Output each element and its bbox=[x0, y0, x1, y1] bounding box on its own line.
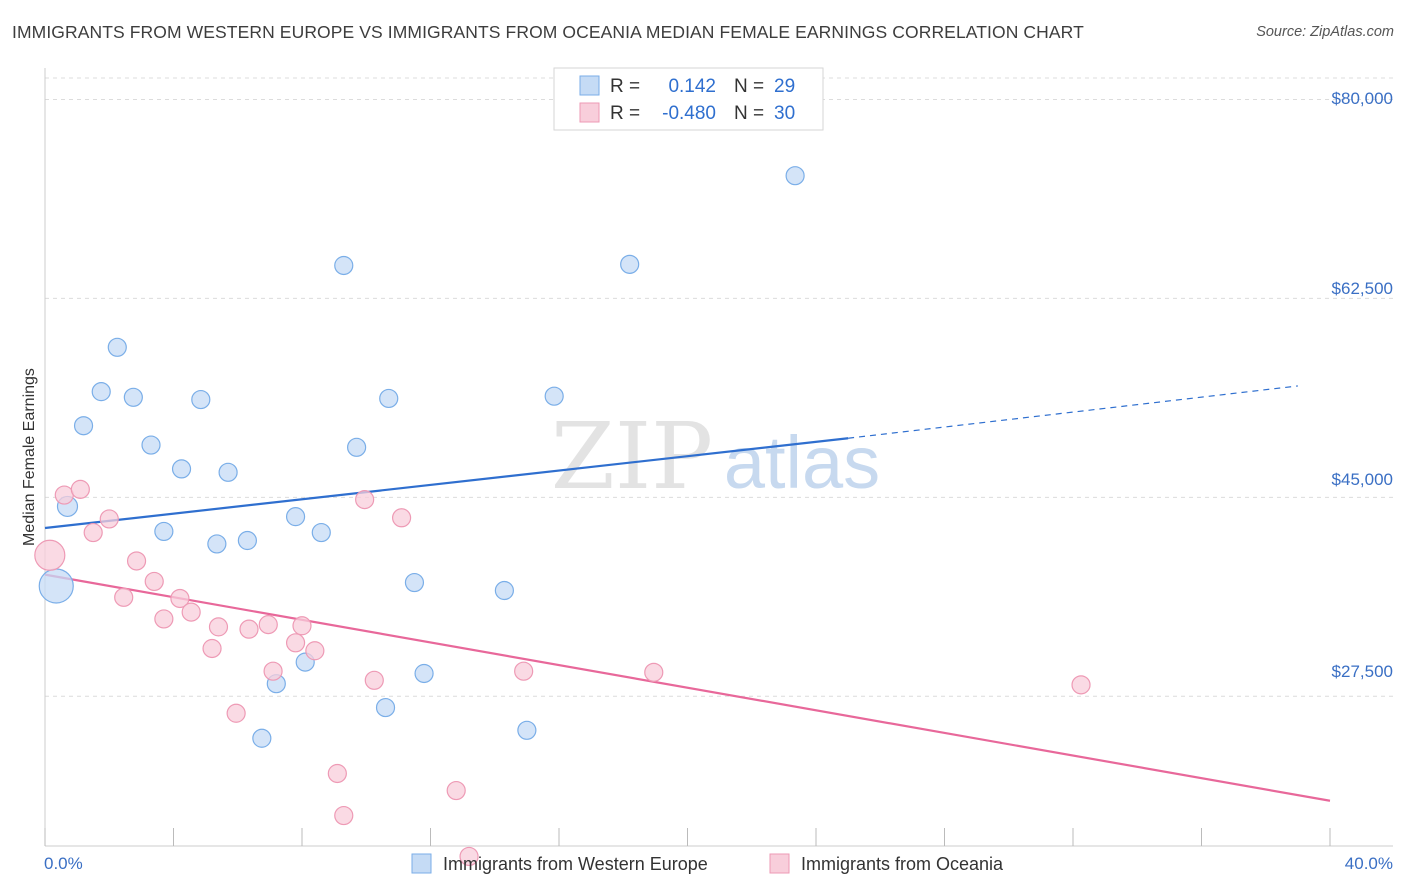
data-point-s0-23 bbox=[414, 663, 434, 684]
data-point-s1-29 bbox=[1071, 675, 1091, 695]
y-axis-label: Median Female Earnings bbox=[21, 368, 38, 546]
legend-n-label-1: N = bbox=[734, 103, 764, 124]
bottom-legend: Immigrants from Western Europe Immigrant… bbox=[411, 853, 1004, 874]
data-point-s0-5 bbox=[123, 387, 143, 407]
legend: R = 0.142 N = 29 R = -0.480 N = 30 bbox=[553, 67, 824, 131]
data-point-s1-22 bbox=[355, 489, 375, 510]
legend-r-label-0: R = bbox=[610, 76, 640, 97]
data-point-s1-3 bbox=[83, 522, 103, 543]
data-point-s1-9 bbox=[170, 588, 190, 609]
x-tick-label-max: 40.0% bbox=[1345, 854, 1393, 873]
source-credit: Source: ZipAtlas.com bbox=[1256, 24, 1394, 40]
data-point-s0-12 bbox=[237, 530, 257, 551]
data-point-s0-17 bbox=[311, 522, 331, 543]
axes bbox=[44, 68, 1393, 847]
bottom-legend-swatch-oceania bbox=[769, 853, 790, 874]
legend-swatch-oceania bbox=[579, 102, 600, 123]
data-point-s1-21 bbox=[334, 805, 354, 826]
legend-r-label-1: R = bbox=[610, 103, 640, 124]
y-tick-label-27500: $27,500 bbox=[1332, 662, 1393, 681]
bottom-legend-swatch-western-europe bbox=[411, 853, 432, 874]
bottom-legend-label-western-europe: Immigrants from Western Europe bbox=[443, 854, 708, 874]
data-point-s1-6 bbox=[126, 551, 147, 571]
data-point-s0-4 bbox=[107, 337, 127, 357]
data-point-s1-13 bbox=[226, 703, 246, 723]
x-tick-label-min: 0.0% bbox=[44, 854, 83, 873]
data-point-s1-20 bbox=[327, 763, 347, 784]
trend-line-0 bbox=[44, 437, 849, 530]
data-point-s1-4 bbox=[99, 509, 119, 529]
data-point-s1-28 bbox=[644, 662, 664, 682]
data-point-s0-7 bbox=[154, 521, 174, 542]
data-point-s1-18 bbox=[292, 616, 312, 636]
data-point-s0-27 bbox=[620, 254, 640, 274]
data-point-s1-5 bbox=[114, 587, 134, 607]
data-point-s1-16 bbox=[263, 661, 283, 681]
data-point-s1-0 bbox=[34, 539, 66, 571]
legend-r-value-0: 0.142 bbox=[668, 76, 716, 97]
data-point-s1-25 bbox=[446, 780, 466, 801]
data-point-s0-18 bbox=[334, 255, 354, 276]
data-point-s1-15 bbox=[258, 615, 278, 635]
data-point-s0-0 bbox=[38, 568, 74, 604]
data-point-s1-10 bbox=[181, 602, 201, 622]
data-point-s0-28 bbox=[785, 166, 805, 186]
data-point-s1-19 bbox=[305, 641, 325, 661]
watermark-atlas: atlas bbox=[724, 421, 880, 504]
data-points bbox=[34, 166, 1091, 867]
data-point-s1-23 bbox=[364, 670, 384, 690]
data-point-s1-11 bbox=[202, 638, 222, 659]
data-point-s1-2 bbox=[70, 479, 90, 499]
legend-r-value-1: -0.480 bbox=[662, 103, 716, 124]
data-point-s1-24 bbox=[391, 508, 412, 528]
watermark: ZIP atlas bbox=[551, 403, 880, 510]
data-point-s1-27 bbox=[514, 661, 534, 681]
data-point-s0-21 bbox=[379, 388, 399, 409]
bottom-legend-label-oceania: Immigrants from Oceania bbox=[801, 854, 1004, 874]
data-point-s1-7 bbox=[144, 571, 164, 592]
chart-title: IMMIGRANTS FROM WESTERN EUROPE VS IMMIGR… bbox=[12, 22, 1084, 42]
y-tick-label-80000: $80,000 bbox=[1332, 89, 1393, 108]
gridlines bbox=[45, 77, 1393, 697]
data-point-s0-6 bbox=[141, 435, 161, 455]
legend-n-value-0: 29 bbox=[774, 76, 795, 97]
data-point-s0-10 bbox=[207, 534, 227, 554]
data-point-s1-1 bbox=[54, 485, 74, 505]
data-point-s1-12 bbox=[208, 617, 229, 637]
legend-n-label-0: N = bbox=[734, 76, 764, 97]
legend-swatch-western-europe bbox=[579, 75, 600, 96]
data-point-s0-13 bbox=[252, 728, 272, 748]
data-point-s0-25 bbox=[517, 720, 537, 740]
data-point-s0-22 bbox=[404, 572, 425, 593]
data-point-s0-20 bbox=[375, 697, 396, 718]
data-point-s0-24 bbox=[494, 580, 514, 601]
trend-lines bbox=[44, 385, 1331, 802]
data-point-s0-15 bbox=[285, 507, 306, 527]
data-point-s0-26 bbox=[544, 386, 564, 406]
data-point-s0-9 bbox=[191, 389, 211, 410]
data-point-s0-11 bbox=[218, 462, 238, 482]
trend-line-1 bbox=[44, 573, 1331, 802]
data-point-s1-26 bbox=[459, 846, 479, 867]
y-tick-label-62500: $62,500 bbox=[1332, 279, 1393, 298]
trend-line-extension-0 bbox=[848, 385, 1298, 439]
data-point-s1-17 bbox=[285, 633, 306, 653]
data-point-s0-2 bbox=[73, 416, 94, 436]
y-tick-label-45000: $45,000 bbox=[1332, 470, 1393, 489]
data-point-s0-3 bbox=[91, 382, 111, 402]
data-point-s0-19 bbox=[347, 437, 367, 457]
data-point-s1-8 bbox=[154, 609, 174, 629]
data-point-s0-8 bbox=[171, 459, 192, 479]
data-point-s1-14 bbox=[239, 619, 259, 639]
legend-n-value-1: 30 bbox=[774, 103, 795, 124]
